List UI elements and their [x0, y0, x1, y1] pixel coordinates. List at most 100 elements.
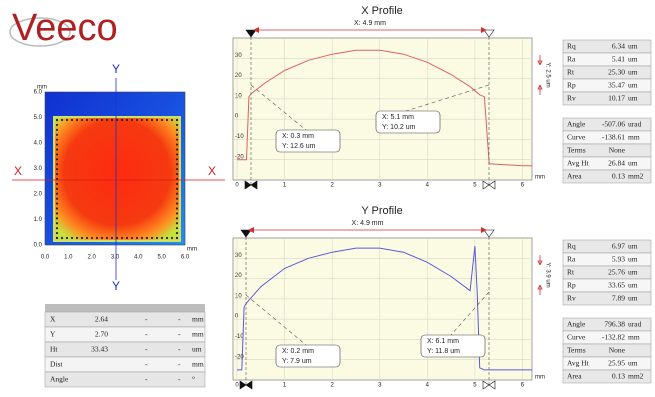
x-unit: mm	[535, 175, 545, 181]
cursor-table-cell: X	[50, 315, 56, 324]
stat-value: 796.38	[604, 320, 625, 329]
map-dot	[56, 173, 58, 175]
stat-row	[563, 240, 651, 253]
stat-label: Rq	[567, 242, 576, 251]
map-dot	[176, 168, 178, 170]
map-dot	[176, 124, 178, 126]
x-tick-label: 0	[235, 183, 239, 189]
map-dot	[176, 198, 178, 200]
map-dot	[56, 207, 58, 209]
cursor-marker	[241, 230, 251, 237]
cursor-table-cell: Angle	[50, 375, 69, 384]
map-dot	[101, 237, 103, 239]
stat-label: Avg Ht	[567, 159, 590, 168]
map-dot	[71, 119, 73, 121]
cursor-table-cell: °	[192, 375, 195, 384]
map-dot	[106, 237, 108, 239]
map-sample	[54, 117, 180, 241]
stat-unit: um	[628, 94, 638, 103]
cursor-table-cell: mm	[192, 330, 204, 339]
x-tick-label: 1	[283, 183, 287, 189]
map-dot	[176, 119, 178, 121]
map-dot	[96, 119, 98, 121]
map-dot	[146, 119, 148, 121]
callout-text: X: 5.1 mm	[382, 114, 414, 121]
map-dot	[131, 237, 133, 239]
stat-label: Area	[567, 372, 582, 381]
cursor-table-cell: 33.43	[91, 345, 108, 354]
y-tick-label: 30	[235, 53, 242, 59]
map-dot	[176, 237, 178, 239]
stat-value: None	[609, 346, 626, 355]
y-tick-label: -10	[235, 134, 244, 140]
map-dot	[56, 232, 58, 234]
stat-label: Terms	[567, 346, 586, 355]
map-dot	[176, 134, 178, 136]
callout-text: Y: 11.8 um	[427, 348, 460, 355]
map-dot	[161, 119, 163, 121]
map-dot	[91, 237, 93, 239]
axis-marker: Y	[112, 62, 120, 76]
callout-text: Y: 12.6 um	[282, 143, 316, 150]
map-dot	[81, 237, 83, 239]
map-y-tick: 5.0	[34, 115, 43, 121]
map-dot	[166, 119, 168, 121]
map-dot	[176, 129, 178, 131]
map-dot	[176, 232, 178, 234]
x-tick-label: 3	[378, 383, 382, 389]
map-dot	[161, 237, 163, 239]
scale-label: Y: 3.9 um	[544, 262, 550, 287]
map-dot	[56, 198, 58, 200]
stat-value: None	[609, 146, 626, 155]
map-y-tick: 2.0	[34, 192, 43, 198]
map-dot	[56, 134, 58, 136]
cursor-table-cell: um	[192, 345, 202, 354]
map-dot	[56, 183, 58, 185]
map-dot	[106, 119, 108, 121]
stat-label: Ra	[567, 55, 576, 64]
cursor-table-row	[45, 342, 205, 357]
map-dot	[126, 119, 128, 121]
scale-arrows	[538, 55, 542, 95]
axis-marker: X	[208, 164, 216, 178]
map-dot	[96, 237, 98, 239]
x-unit: mm	[535, 375, 545, 381]
map-dot	[156, 119, 158, 121]
map-dot	[76, 237, 78, 239]
map-dot	[56, 212, 58, 214]
profile-title: X Profile	[361, 5, 403, 17]
map-dot	[176, 222, 178, 224]
map-dot	[176, 193, 178, 195]
map-dot	[176, 212, 178, 214]
stat-unit: um	[628, 242, 638, 251]
map-y-tick: 3.0	[34, 166, 43, 172]
stat-value: 25.76	[608, 268, 625, 277]
scale-label: Y: 2.5 um	[544, 62, 550, 87]
stat-unit: um	[628, 68, 638, 77]
map-dot	[61, 119, 63, 121]
stat-label: Terms	[567, 146, 586, 155]
axis-marker: X	[14, 164, 22, 178]
map-dot	[131, 119, 133, 121]
stat-row	[563, 279, 651, 292]
map-x-tick: 0.0	[41, 255, 50, 261]
callout-text: Y: 7.9 um	[282, 358, 312, 365]
stat-value: 5.41	[612, 55, 625, 64]
x-tick-label: 0	[235, 383, 239, 389]
stat-value: 25.95	[608, 359, 625, 368]
profile-title: Y Profile	[361, 205, 402, 217]
cursor-table-row	[45, 312, 205, 327]
callout-text: X: 6.1 mm	[427, 338, 459, 345]
cursor-table-cell: Y	[50, 330, 56, 339]
map-dot	[66, 119, 68, 121]
cursor-table-cell: Dist	[50, 360, 63, 369]
x-tick-label: 1	[283, 383, 287, 389]
map-dot	[136, 237, 138, 239]
map-dot	[176, 163, 178, 165]
stat-unit: mm2	[628, 372, 644, 381]
map-dot	[176, 153, 178, 155]
map-x-tick: 5.0	[157, 255, 166, 261]
x-tick-label: 3	[378, 183, 382, 189]
map-dot	[156, 237, 158, 239]
x-tick-label: 6	[521, 383, 525, 389]
